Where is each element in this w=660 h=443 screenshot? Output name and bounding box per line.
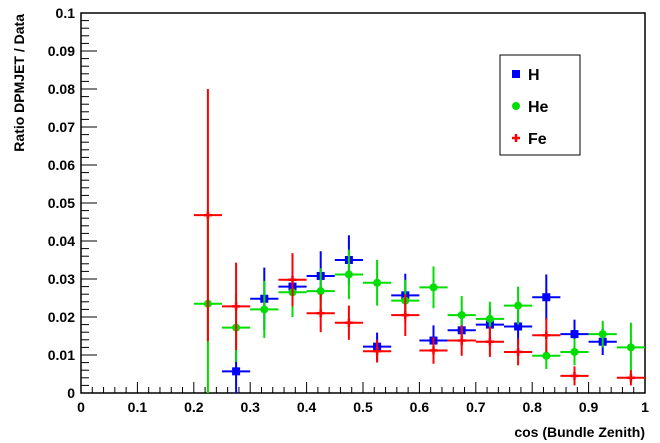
data-point-marker [512,70,520,78]
legend-entry-he: He [512,99,549,116]
data-point-marker [570,347,579,356]
data-point-marker [570,330,579,339]
data-point-marker [514,301,523,310]
data-point [193,89,222,342]
data-point [560,338,589,366]
legend-label: Fe [528,131,547,148]
x-tick-label: 0.7 [466,399,486,415]
data-point-marker [542,351,551,360]
data-point [447,325,476,356]
y-tick-label: 0.03 [48,271,75,287]
x-tick-label: 0.1 [128,399,148,415]
series-layer [193,89,645,393]
y-tick-label: 0 [67,385,75,401]
y-tick-label: 0.09 [48,43,75,59]
data-point [504,286,533,325]
data-point-marker [232,367,241,376]
x-tick-label: 1 [641,399,649,415]
y-axis-label: Ratio DPMJET / Data [11,14,27,152]
x-axis-label: cos (Bundle Zenith) [514,424,645,440]
data-point-marker [429,283,438,292]
legend-entry-fe: Fe [512,131,547,148]
data-point-marker [512,102,520,110]
data-point-marker [485,314,494,323]
data-point [532,318,561,353]
legend-label: He [528,99,549,116]
x-tick-label: 0 [77,399,85,415]
y-tick-label: 0.05 [48,195,75,211]
data-point-marker [260,305,269,314]
series-fe [193,89,645,386]
data-point [616,322,645,373]
data-point [560,366,589,386]
y-tick-label: 0.07 [48,119,75,135]
data-point [391,294,420,336]
y-tick-label: 0.01 [48,347,75,363]
data-point-marker [626,343,635,352]
data-point [334,305,363,340]
y-tick-label: 0.1 [56,5,76,21]
y-tick-label: 0.08 [48,81,75,97]
y-tick-label: 0.04 [48,233,75,249]
x-tick-label: 0.6 [410,399,430,415]
data-point [363,260,392,306]
data-point [278,253,307,307]
data-point [504,338,533,366]
data-point [306,294,335,333]
series-he [193,214,645,393]
data-point-marker [457,311,466,320]
data-point [306,268,335,314]
x-tick-label: 0.3 [240,399,260,415]
x-tick-label: 0.4 [297,399,317,415]
legend: H He Fe [499,54,581,156]
data-point [419,337,448,364]
x-tick-label: 0.8 [522,399,542,415]
data-point [334,249,363,300]
legend-entries: H He Fe [512,67,549,148]
x-tick-labels: 0 0.1 0.2 0.3 0.4 0.5 0.6 0.7 0.8 0.9 1 [77,399,649,415]
data-point-marker [316,287,325,296]
y-tick-label: 0.02 [48,309,75,325]
x-tick-label: 0.2 [184,399,204,415]
data-point-marker [542,293,551,302]
data-point [419,266,448,309]
axis-ticks [80,12,646,394]
data-point-marker [598,330,607,339]
data-point [532,274,561,321]
data-point-marker [344,270,353,279]
data-point [363,339,392,363]
data-point-marker [514,322,523,331]
data-point-marker [373,278,382,287]
data-point [222,262,251,351]
legend-entry-h: H [512,67,540,84]
data-point [250,280,279,338]
x-tick-label: 0.5 [353,399,373,415]
data-point [475,326,504,357]
y-tick-labels: 0 0.01 0.02 0.03 0.04 0.05 0.06 0.07 0.08 0.09 0.1 [48,5,75,401]
x-tick-label: 0.9 [579,399,599,415]
data-point [616,370,645,386]
data-point [588,320,617,348]
legend-label: H [528,67,540,84]
y-tick-label: 0.06 [48,157,75,173]
